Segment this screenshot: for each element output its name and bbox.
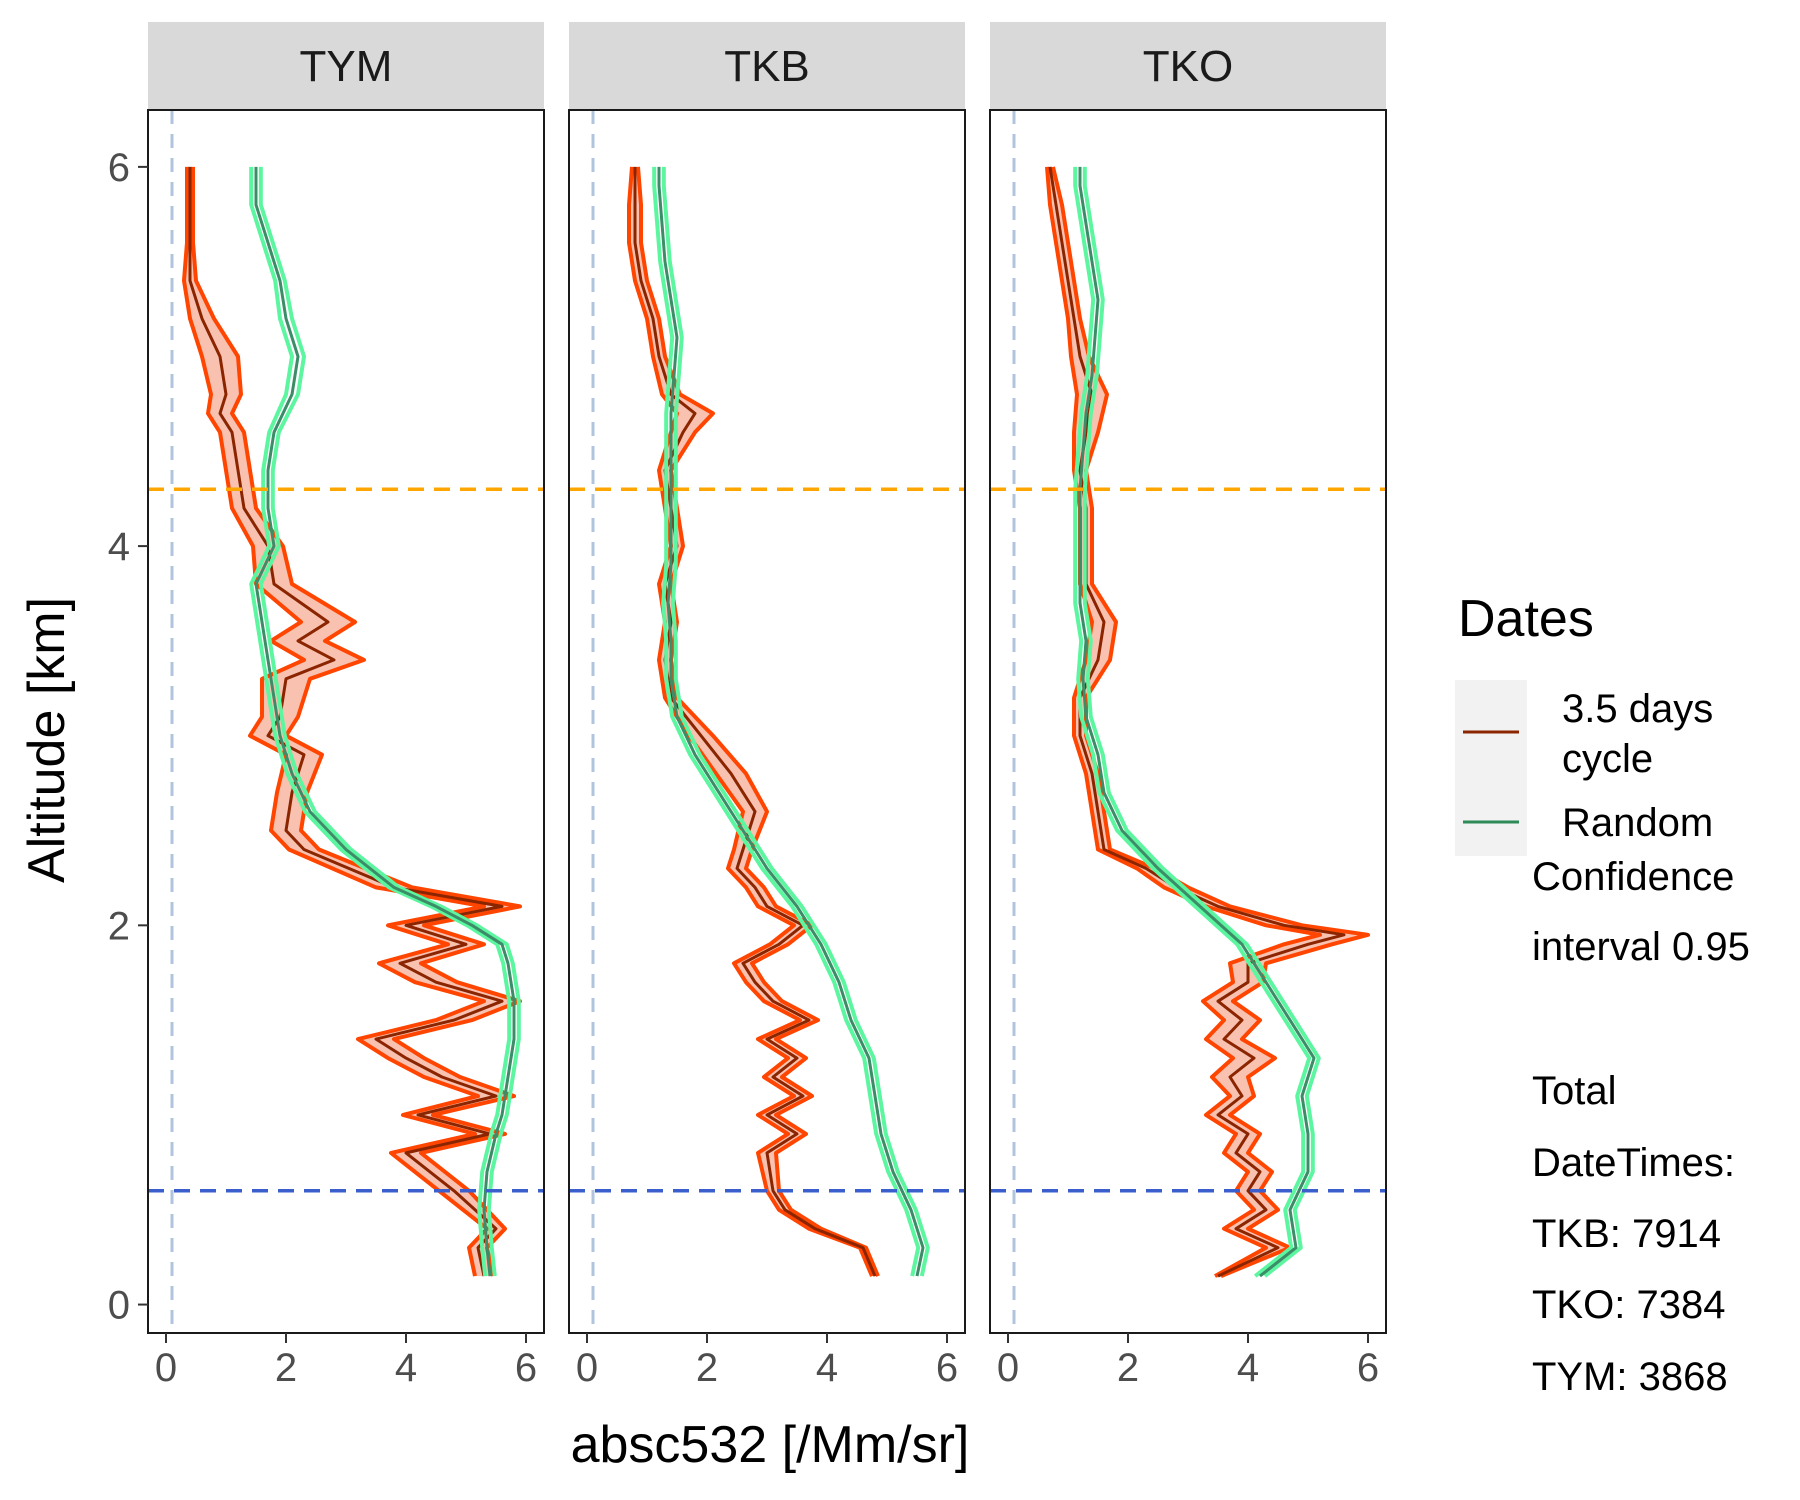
caption-line: TYM: 3868 xyxy=(1532,1355,1728,1399)
random-band-upper-edge xyxy=(258,166,521,1277)
legend-label: cycle xyxy=(1562,737,1653,781)
x-tick-label: 4 xyxy=(1237,1346,1259,1390)
random-band-lower-edge xyxy=(652,166,921,1277)
strip-background xyxy=(148,22,544,110)
cycle-series-line xyxy=(633,166,877,1277)
caption-line: Confidence xyxy=(1532,855,1734,899)
random-series-line xyxy=(254,166,516,1277)
plot-area xyxy=(148,110,544,1333)
x-tick-label: 0 xyxy=(997,1346,1019,1390)
legend-caption: Confidence interval 0.95 Total DateTimes: TK… xyxy=(1532,855,1750,1399)
x-tick-label: 6 xyxy=(1357,1346,1379,1390)
x-axis-title: absc532 [/Mm/sr] xyxy=(571,1416,970,1474)
random-band-lower-edge xyxy=(249,166,512,1277)
y-tick-label: 0 xyxy=(108,1284,130,1328)
panel-border xyxy=(147,109,545,1334)
caption-line: DateTimes: xyxy=(1532,1141,1735,1185)
x-tick-label: 2 xyxy=(275,1346,297,1390)
random-band-upper-edge xyxy=(1082,166,1321,1278)
x-tick-label: 2 xyxy=(696,1346,718,1390)
panel-data xyxy=(569,110,965,1333)
x-tick-label: 4 xyxy=(395,1346,417,1390)
panel-data xyxy=(148,110,544,1333)
caption-line: interval 0.95 xyxy=(1532,925,1750,969)
strip-background xyxy=(990,22,1386,110)
caption-line: Total xyxy=(1532,1069,1617,1113)
strip-label: TKO xyxy=(1143,42,1233,91)
plot-area xyxy=(990,110,1386,1333)
cycle-series-line xyxy=(188,166,504,1277)
legend-label: Random xyxy=(1562,801,1713,845)
panel-tko: TKO 0 2 4 6 xyxy=(989,22,1387,1390)
y-axis-title: Altitude [km] xyxy=(18,597,76,883)
cycle-band-lower-edge xyxy=(182,166,489,1277)
legend-label: 3.5 days xyxy=(1562,687,1713,731)
random-series-line xyxy=(657,166,925,1277)
legend-key-background xyxy=(1455,680,1527,856)
x-tick-label: 6 xyxy=(936,1346,958,1390)
strip-background xyxy=(569,22,965,110)
x-tick-label: 0 xyxy=(576,1346,598,1390)
panel-tym: TYM 0 2 4 6 0 2 4 6 xyxy=(108,22,545,1390)
panel-border xyxy=(989,109,1387,1334)
legend: Dates 3.5 days cycle Random xyxy=(1455,590,1713,856)
random-band-upper-edge xyxy=(661,166,930,1277)
y-tick-label: 6 xyxy=(108,146,130,190)
y-tick-label: 2 xyxy=(108,904,130,948)
plot-area xyxy=(569,110,965,1333)
y-tick-label: 4 xyxy=(108,525,130,569)
random-series-line xyxy=(1078,166,1316,1278)
random-band-lower-edge xyxy=(1073,166,1312,1278)
x-tick-label: 6 xyxy=(515,1346,537,1390)
legend-title: Dates xyxy=(1458,590,1594,648)
caption-line: TKB: 7914 xyxy=(1532,1212,1721,1256)
legend-items: 3.5 days cycle Random xyxy=(1463,687,1713,845)
panel-data xyxy=(990,110,1386,1333)
caption-line: TKO: 7384 xyxy=(1532,1283,1725,1327)
cycle-band-upper-edge xyxy=(1051,166,1370,1278)
x-tick-label: 0 xyxy=(155,1346,177,1390)
cycle-band-upper-edge xyxy=(636,166,880,1277)
strip-label: TYM xyxy=(300,42,393,91)
panel-border xyxy=(568,109,966,1334)
strip-label: TKB xyxy=(724,42,810,91)
x-tick-label: 4 xyxy=(816,1346,838,1390)
panel-tkb: TKB 0 2 4 6 xyxy=(568,22,966,1390)
x-tick-label: 2 xyxy=(1117,1346,1139,1390)
